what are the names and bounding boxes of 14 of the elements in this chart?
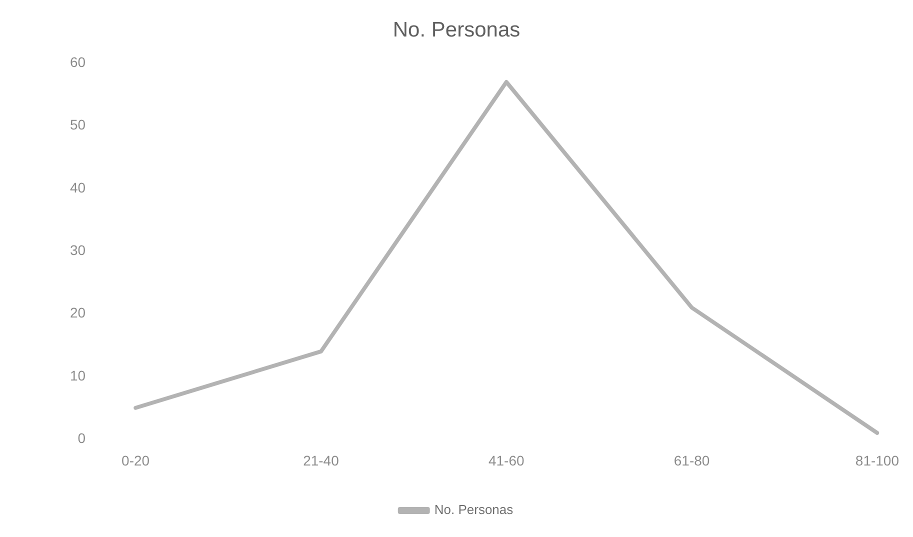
x-tick-label: 41-60 bbox=[488, 452, 524, 468]
x-tick-label: 61-80 bbox=[674, 452, 710, 468]
y-tick-label: 0 bbox=[78, 430, 86, 446]
y-tick-label: 50 bbox=[70, 116, 86, 133]
y-tick-label: 10 bbox=[70, 367, 86, 384]
chart-title: No. Personas bbox=[392, 18, 520, 42]
x-tick-label: 81-100 bbox=[855, 452, 900, 468]
x-tick-label: 0-20 bbox=[122, 452, 150, 468]
legend-label: No. Personas bbox=[434, 502, 514, 518]
y-tick-label: 40 bbox=[70, 179, 86, 196]
y-tick-label: 30 bbox=[70, 242, 86, 258]
y-tick-label: 20 bbox=[70, 304, 86, 321]
x-tick-label: 21-40 bbox=[303, 452, 340, 468]
y-tick-label: 60 bbox=[70, 54, 86, 70]
